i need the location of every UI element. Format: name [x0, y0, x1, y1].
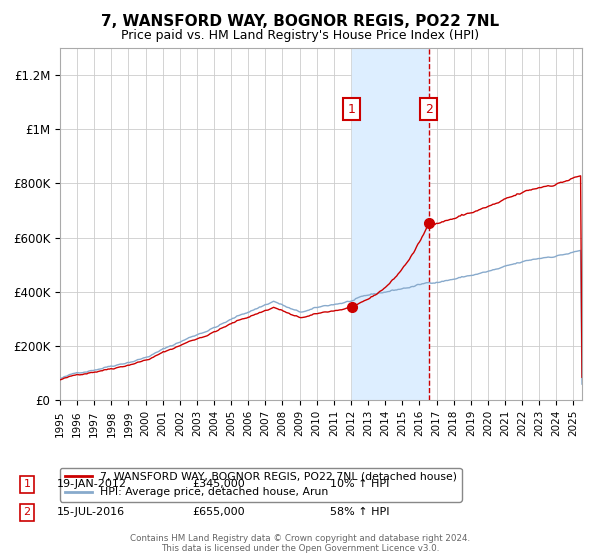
Text: 1: 1: [23, 479, 31, 489]
Text: Contains HM Land Registry data © Crown copyright and database right 2024.
This d: Contains HM Land Registry data © Crown c…: [130, 534, 470, 553]
Text: 2: 2: [425, 103, 433, 116]
Legend: 7, WANSFORD WAY, BOGNOR REGIS, PO22 7NL (detached house), HPI: Average price, de: 7, WANSFORD WAY, BOGNOR REGIS, PO22 7NL …: [60, 468, 461, 502]
Text: 15-JUL-2016: 15-JUL-2016: [57, 507, 125, 517]
Bar: [352, 48, 428, 400]
Text: 2: 2: [23, 507, 31, 517]
Text: £345,000: £345,000: [192, 479, 245, 489]
Text: 58% ↑ HPI: 58% ↑ HPI: [330, 507, 389, 517]
Text: Price paid vs. HM Land Registry's House Price Index (HPI): Price paid vs. HM Land Registry's House …: [121, 29, 479, 42]
Text: 1: 1: [348, 103, 356, 116]
Text: 19-JAN-2012: 19-JAN-2012: [57, 479, 127, 489]
Text: 10% ↑ HPI: 10% ↑ HPI: [330, 479, 389, 489]
Text: 7, WANSFORD WAY, BOGNOR REGIS, PO22 7NL: 7, WANSFORD WAY, BOGNOR REGIS, PO22 7NL: [101, 14, 499, 29]
Text: £655,000: £655,000: [192, 507, 245, 517]
